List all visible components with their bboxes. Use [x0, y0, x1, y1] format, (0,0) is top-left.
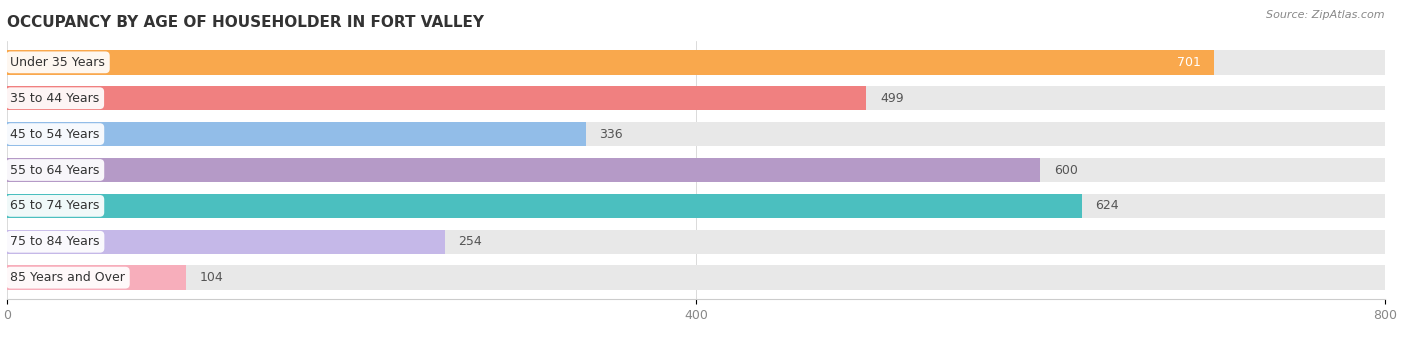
Text: 499: 499 [880, 92, 904, 105]
Bar [7, 230, 444, 254]
Bar [7, 158, 1385, 182]
Bar [7, 50, 1215, 74]
Text: 600: 600 [1054, 164, 1078, 176]
Bar [7, 158, 1040, 182]
Text: 104: 104 [200, 271, 224, 284]
Bar [7, 122, 1385, 146]
Text: 45 to 54 Years: 45 to 54 Years [10, 128, 100, 141]
Text: OCCUPANCY BY AGE OF HOUSEHOLDER IN FORT VALLEY: OCCUPANCY BY AGE OF HOUSEHOLDER IN FORT … [7, 15, 484, 30]
Text: 35 to 44 Years: 35 to 44 Years [10, 92, 100, 105]
Bar [7, 266, 1385, 290]
Bar [7, 50, 1385, 74]
Text: 254: 254 [458, 235, 482, 248]
Text: 624: 624 [1095, 199, 1119, 212]
Text: 65 to 74 Years: 65 to 74 Years [10, 199, 100, 212]
Bar [7, 194, 1081, 218]
Text: 75 to 84 Years: 75 to 84 Years [10, 235, 100, 248]
Bar [7, 86, 1385, 110]
Bar [7, 266, 186, 290]
Bar [7, 194, 1385, 218]
Text: 336: 336 [599, 128, 623, 141]
Text: 85 Years and Over: 85 Years and Over [10, 271, 125, 284]
Bar [7, 122, 586, 146]
Text: 55 to 64 Years: 55 to 64 Years [10, 164, 100, 176]
Text: 701: 701 [1177, 56, 1201, 69]
Bar [7, 230, 1385, 254]
Text: Under 35 Years: Under 35 Years [10, 56, 105, 69]
Text: Source: ZipAtlas.com: Source: ZipAtlas.com [1267, 10, 1385, 20]
Bar [7, 86, 866, 110]
